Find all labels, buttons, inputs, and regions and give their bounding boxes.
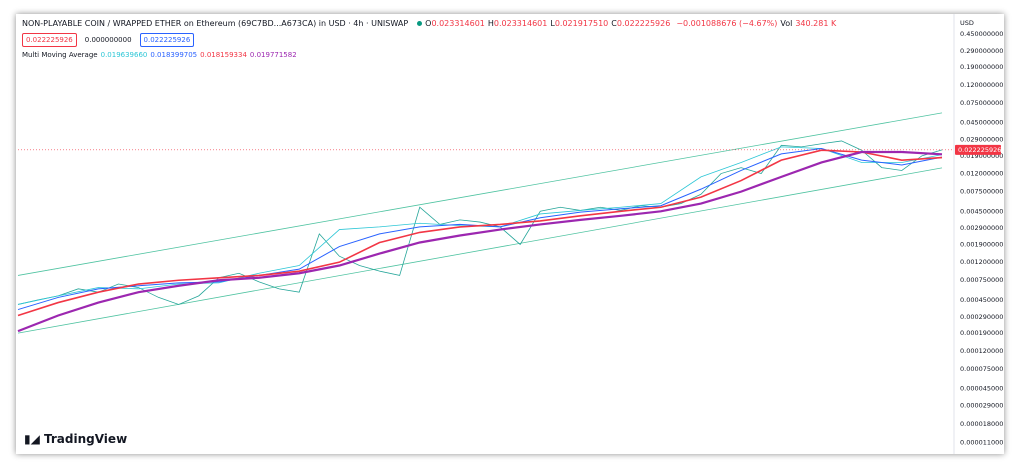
indicator-reading: 0.018399705	[150, 51, 198, 59]
y-tick-label: 0.000750000	[960, 276, 1003, 284]
ohlc-value: 0.021917510	[554, 19, 609, 28]
chart-title: NON-PLAYABLE COIN / WRAPPED ETHER on Eth…	[22, 19, 409, 28]
value-boxes: 0.022225926 0.000000000 0.022225926	[22, 33, 195, 47]
value-box: 0.022225926	[139, 33, 195, 47]
y-tick-label: 0.019000000	[960, 152, 1003, 160]
y-tick-label: 0.000075000	[960, 365, 1003, 373]
currency: USD	[960, 19, 974, 27]
y-tick-label: 0.000018000	[960, 420, 1003, 428]
channel-line	[17, 112, 943, 276]
y-tick-label: 0.290000000	[960, 47, 1003, 55]
ohlc-label: L	[550, 19, 555, 28]
y-tick-label: 0.007500000	[960, 188, 1003, 196]
volume-value: 340.281 K	[795, 19, 837, 28]
moving-average	[17, 149, 943, 317]
moving-average	[17, 150, 943, 333]
ohlc-value: 0.023314601	[431, 19, 485, 28]
ohlc-label: H	[487, 19, 494, 28]
indicator: Multi Moving Average 0.019639660 0.0183997…	[22, 51, 300, 59]
y-tick-label: 0.001900000	[960, 240, 1003, 248]
indicator-reading: 0.019771582	[249, 51, 297, 59]
status-dot	[417, 21, 423, 26]
y-tick-label: 0.029000000	[960, 136, 1003, 144]
header: NON-PLAYABLE COIN / WRAPPED ETHER on Eth…	[22, 19, 839, 28]
y-tick-label: 0.000045000	[960, 385, 1003, 393]
y-tick-label: 0.450000000	[960, 30, 1003, 38]
price-label: 0.022225926	[958, 146, 1001, 154]
moving-average	[17, 147, 943, 311]
y-tick-label: 0.001200000	[960, 258, 1003, 266]
y-tick-label: 0.000290000	[960, 313, 1003, 321]
indicator-title: Multi Moving Average	[22, 51, 98, 59]
brand: ▮◢ TradingView	[24, 432, 128, 446]
indicator-reading: 0.019639660	[100, 51, 148, 59]
y-tick-label: 0.004500000	[960, 207, 1003, 215]
indicator-reading: 0.018159334	[200, 51, 247, 59]
price-line	[17, 140, 943, 305]
ohlc-value: 0.023314601	[493, 19, 548, 28]
chart-frame: 0.450000000 0.290000000 0.190000000 0.12000…	[16, 14, 1004, 454]
value-box: 0.000000000	[84, 36, 132, 44]
brand-name: TradingView	[44, 432, 128, 446]
y-tick-label: 0.012000000	[960, 170, 1003, 178]
y-tick-label: 0.000450000	[960, 296, 1003, 304]
chart: 0.450000000 0.290000000 0.190000000 0.12000…	[17, 14, 1003, 454]
y-tick-label: 0.075000000	[960, 99, 1003, 107]
channel-line	[17, 167, 943, 334]
y-tick-label: 0.000120000	[960, 347, 1003, 355]
price-tag	[955, 144, 1001, 155]
ohlc-label: C	[611, 19, 617, 28]
y-tick-label: 0.002900000	[960, 224, 1003, 232]
y-tick-label: 0.045000000	[960, 119, 1003, 127]
y-tick-label: 0.190000000	[960, 63, 1003, 71]
ohlc-label: O	[425, 19, 432, 28]
y-tick-label: 0.000029000	[960, 401, 1003, 409]
y-tick-label: 0.120000000	[960, 81, 1003, 89]
change: −0.001088676 (−4.67%)	[676, 19, 778, 28]
ohlc-value: 0.022225926	[616, 19, 671, 28]
value-box: 0.022225926	[22, 33, 77, 47]
y-tick-label: 0.000011000	[960, 439, 1003, 447]
volume-label: Vol	[780, 19, 793, 28]
ohlc: O0.023314601 H0.023314601 L0.021917510 C0.0…	[425, 19, 673, 28]
y-tick-label: 0.000190000	[960, 329, 1003, 337]
